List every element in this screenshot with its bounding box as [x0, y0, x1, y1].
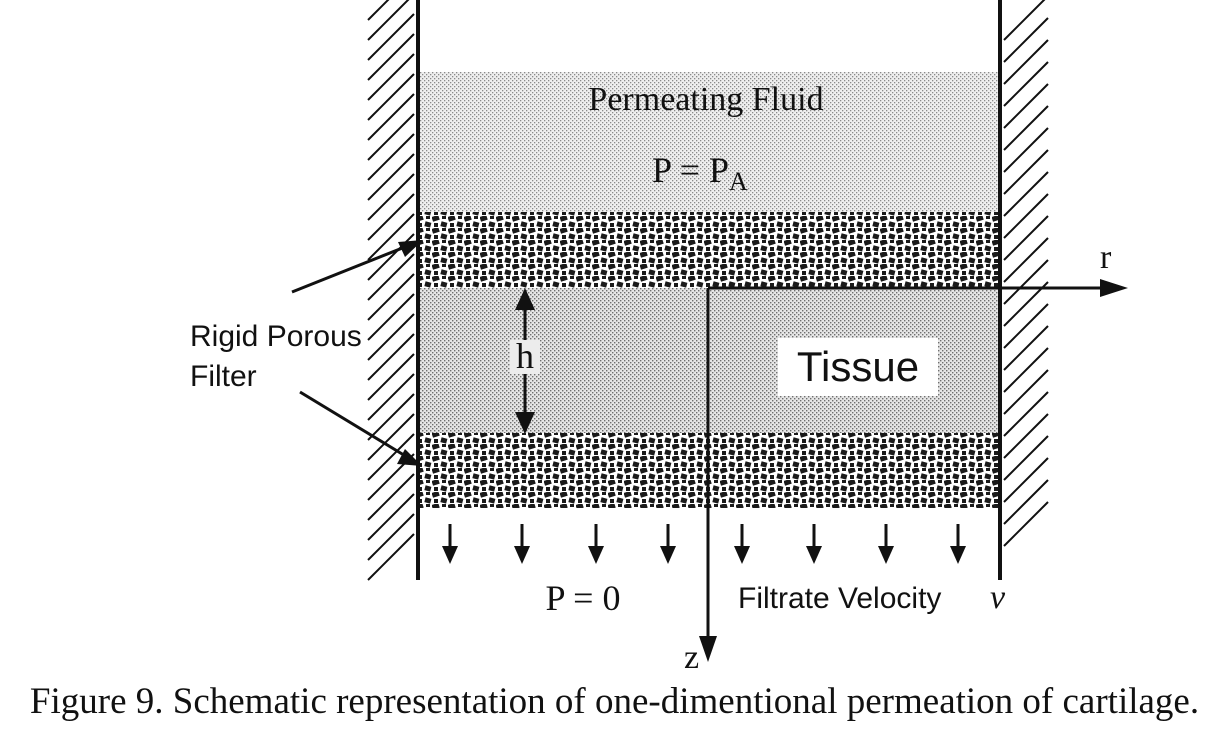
filtrate-label: Filtrate Velocity [738, 582, 941, 615]
hatch-line [367, 493, 415, 541]
filter-pointer-bottom-head [397, 449, 422, 466]
hatch-line [367, 433, 415, 481]
hatch-line [1003, 501, 1049, 547]
filtrate-arrow-head [660, 546, 676, 564]
hatch-line [367, 193, 415, 241]
tissue-label: Tissue [797, 343, 919, 390]
hatch-line [1003, 347, 1049, 393]
hatch-line [1003, 0, 1046, 41]
hatch-line [1003, 435, 1049, 481]
thickness-arrow-top [515, 288, 535, 310]
hatch-line [367, 313, 415, 361]
hatch-line [367, 353, 415, 401]
hatch-line [1003, 237, 1049, 283]
hatch-line [367, 153, 415, 201]
filter-pointer-bottom [299, 390, 413, 462]
thickness-arrow-bottom [515, 412, 535, 434]
hatch-line [1003, 149, 1049, 195]
figure-caption: Figure 9. Schematic representation of on… [29, 681, 1200, 722]
hatch-line [367, 273, 415, 321]
velocity-symbol: v [990, 579, 1006, 616]
hatch-line [367, 293, 415, 341]
hatch-line [367, 333, 415, 381]
hatch-line [1003, 303, 1049, 349]
hatch-line [367, 113, 415, 161]
hatch-line [367, 73, 415, 121]
hatch-line [367, 133, 415, 181]
filtrate-arrows [442, 524, 966, 564]
filtrate-arrow-head [442, 546, 458, 564]
hatch-line [367, 233, 415, 281]
hatch-line [1003, 325, 1049, 371]
hatch-line [367, 513, 415, 561]
filter-pointer-top-head [398, 240, 423, 257]
z-axis-arrowhead [699, 636, 717, 662]
z-axis-label: z [684, 639, 699, 676]
hatch-line [1003, 215, 1049, 261]
top-filter [418, 212, 1000, 288]
hatch-line [1003, 413, 1049, 459]
thickness-label: h [516, 336, 534, 376]
hatch-line [367, 253, 415, 301]
hatch-line [367, 473, 415, 521]
filtrate-arrow-head [950, 546, 966, 564]
hatch-line [1003, 171, 1049, 217]
hatch-line [1003, 61, 1049, 107]
hatch-line [367, 533, 415, 581]
hatch-line [1003, 457, 1049, 503]
hatch-line [367, 13, 415, 61]
filtrate-arrow-head [878, 546, 894, 564]
hatch-line [1003, 391, 1049, 437]
right-wall-hatching [1003, 0, 1049, 547]
hatch-line [1003, 193, 1049, 239]
hatch-line [367, 213, 415, 261]
pressure-top-subscript: A [729, 167, 748, 196]
hatch-line [1003, 369, 1049, 415]
hatch-line [1003, 259, 1049, 305]
hatch-line [367, 0, 390, 21]
filtrate-arrow-head [588, 546, 604, 564]
filter-label-line1: Rigid Porous [190, 320, 362, 353]
filtrate-arrow-head [806, 546, 822, 564]
r-axis-arrowhead [1100, 279, 1128, 297]
hatch-line [1003, 127, 1049, 173]
thickness-label-box [510, 340, 540, 374]
hatch-line [367, 413, 415, 461]
hatch-line [367, 53, 415, 101]
hatch-line [1003, 39, 1049, 85]
hatch-line [367, 93, 415, 141]
fluid-region [418, 72, 1000, 212]
filtrate-arrow-head [514, 546, 530, 564]
filter-label-line2: Filter [190, 360, 257, 393]
pressure-top-label: P = PA [652, 150, 748, 196]
hatch-line [367, 0, 410, 41]
pressure-bottom-label: P = 0 [546, 578, 621, 618]
hatch-line [367, 33, 415, 81]
hatch-line [367, 373, 415, 421]
hatch-line [1003, 83, 1049, 129]
fluid-label: Permeating Fluid [588, 81, 823, 118]
tissue-label-box [778, 338, 938, 396]
left-wall-hatching [367, 0, 415, 581]
hatch-line [1003, 17, 1049, 63]
hatch-line [367, 173, 415, 221]
hatch-line [1003, 105, 1049, 151]
r-axis-label: r [1100, 239, 1112, 276]
hatch-line [1003, 479, 1049, 525]
filter-pointer-top [291, 241, 416, 294]
filtrate-arrow-head [734, 546, 750, 564]
hatch-line [367, 393, 415, 441]
